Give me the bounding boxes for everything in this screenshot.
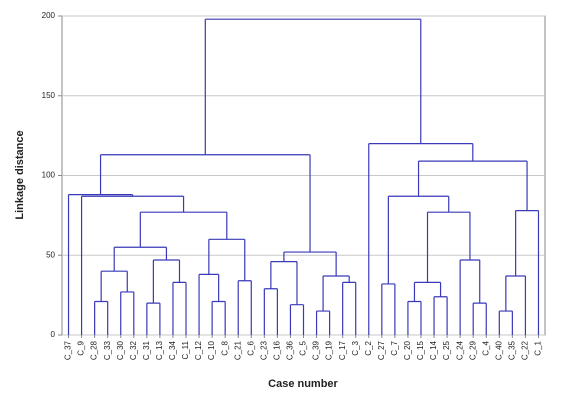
- leaf-label: C_39: [312, 340, 321, 360]
- dendrogram-link: [120, 291, 135, 335]
- leaf-label: C_30: [116, 340, 125, 360]
- leaf-label: C_6: [246, 340, 255, 355]
- leaf-label: C_9: [77, 340, 86, 355]
- dendrogram-link: [417, 160, 528, 211]
- leaf-label: C_31: [142, 340, 151, 360]
- leaf-label: C_27: [377, 340, 386, 360]
- dendrogram-link: [322, 275, 350, 312]
- leaf-label: C_3: [351, 340, 360, 355]
- dendrogram-link: [211, 300, 226, 335]
- leaf-label: C_1: [534, 340, 543, 355]
- dendrogram-link: [289, 304, 305, 335]
- leaf-label: C_29: [468, 340, 477, 360]
- y-tick-label: 0: [51, 330, 56, 339]
- leaf-label: C_12: [194, 340, 203, 360]
- dendrogram-link: [459, 259, 481, 335]
- leaf-label: C_15: [416, 340, 425, 360]
- dendrogram-link: [263, 288, 278, 335]
- leaf-label: C_25: [442, 340, 451, 360]
- leaf-label: C_40: [494, 340, 503, 360]
- dendrogram-link: [146, 302, 161, 335]
- leaf-label: C_22: [521, 340, 530, 360]
- dendrogram-link: [94, 300, 109, 335]
- y-axis-title: Linkage distance: [14, 130, 26, 219]
- dendrogram-link: [139, 211, 228, 248]
- y-tick-label: 200: [42, 11, 56, 20]
- leaf-label: C_35: [507, 340, 516, 360]
- leaf-label: C_10: [207, 340, 216, 360]
- leaf-label: C_8: [220, 340, 229, 355]
- dendrogram-link: [387, 195, 450, 284]
- leaf-label: C_24: [455, 340, 464, 360]
- y-tick-label: 150: [42, 91, 56, 100]
- leaf-label: C_21: [233, 340, 242, 360]
- leaf-label: C_2: [364, 340, 373, 355]
- leaf-label: C_5: [299, 340, 308, 355]
- leaf-label: C_19: [325, 340, 334, 360]
- leaf-label: C_20: [403, 340, 412, 360]
- leaf-label: C_32: [129, 340, 138, 360]
- dendrogram-link: [67, 194, 134, 335]
- leaf-label: C_13: [155, 340, 164, 360]
- leaf-label: C_16: [273, 340, 282, 360]
- dendrogram-link: [270, 261, 298, 305]
- leaf-label: C_14: [429, 340, 438, 360]
- dendrogram-link: [204, 18, 422, 155]
- dendrogram-link: [472, 302, 487, 335]
- dendrogram-link: [505, 275, 527, 335]
- dendrogram-link: [426, 211, 471, 283]
- leaf-label: C_28: [90, 340, 99, 360]
- dendrogram-link: [433, 296, 448, 335]
- leaf-label: C_37: [64, 340, 73, 360]
- y-tick-label: 100: [42, 171, 56, 180]
- y-tick-label: 50: [46, 250, 55, 259]
- dendrogram-link: [342, 281, 357, 335]
- dendrogram-link: [515, 209, 540, 335]
- dendrogram-link: [172, 281, 187, 335]
- dendrogram-link: [80, 195, 185, 335]
- dendrogram-link: [315, 310, 331, 335]
- leaf-label: C_11: [181, 340, 190, 359]
- dendrogram-link: [152, 259, 181, 304]
- dendrogram-link: [198, 273, 220, 335]
- leaf-label: C_7: [390, 340, 399, 355]
- dendrogram-link: [498, 310, 513, 335]
- leaf-label: C_4: [481, 340, 490, 355]
- leaf-label: C_33: [103, 340, 112, 360]
- leaf-label: C_23: [259, 340, 268, 360]
- leaf-label: C_34: [168, 340, 177, 360]
- dendrogram-link: [100, 270, 128, 302]
- dendrogram-link: [413, 281, 442, 302]
- dendrogram-link: [113, 246, 168, 272]
- dendrogram-link: [99, 154, 311, 253]
- dendrogram-link: [237, 280, 252, 335]
- leaf-label: C_36: [286, 340, 295, 360]
- x-axis-title: Case number: [268, 378, 338, 390]
- dendrogram-link: [381, 283, 396, 335]
- leaf-label: C_17: [338, 340, 347, 360]
- dendrogram-link: [407, 300, 422, 335]
